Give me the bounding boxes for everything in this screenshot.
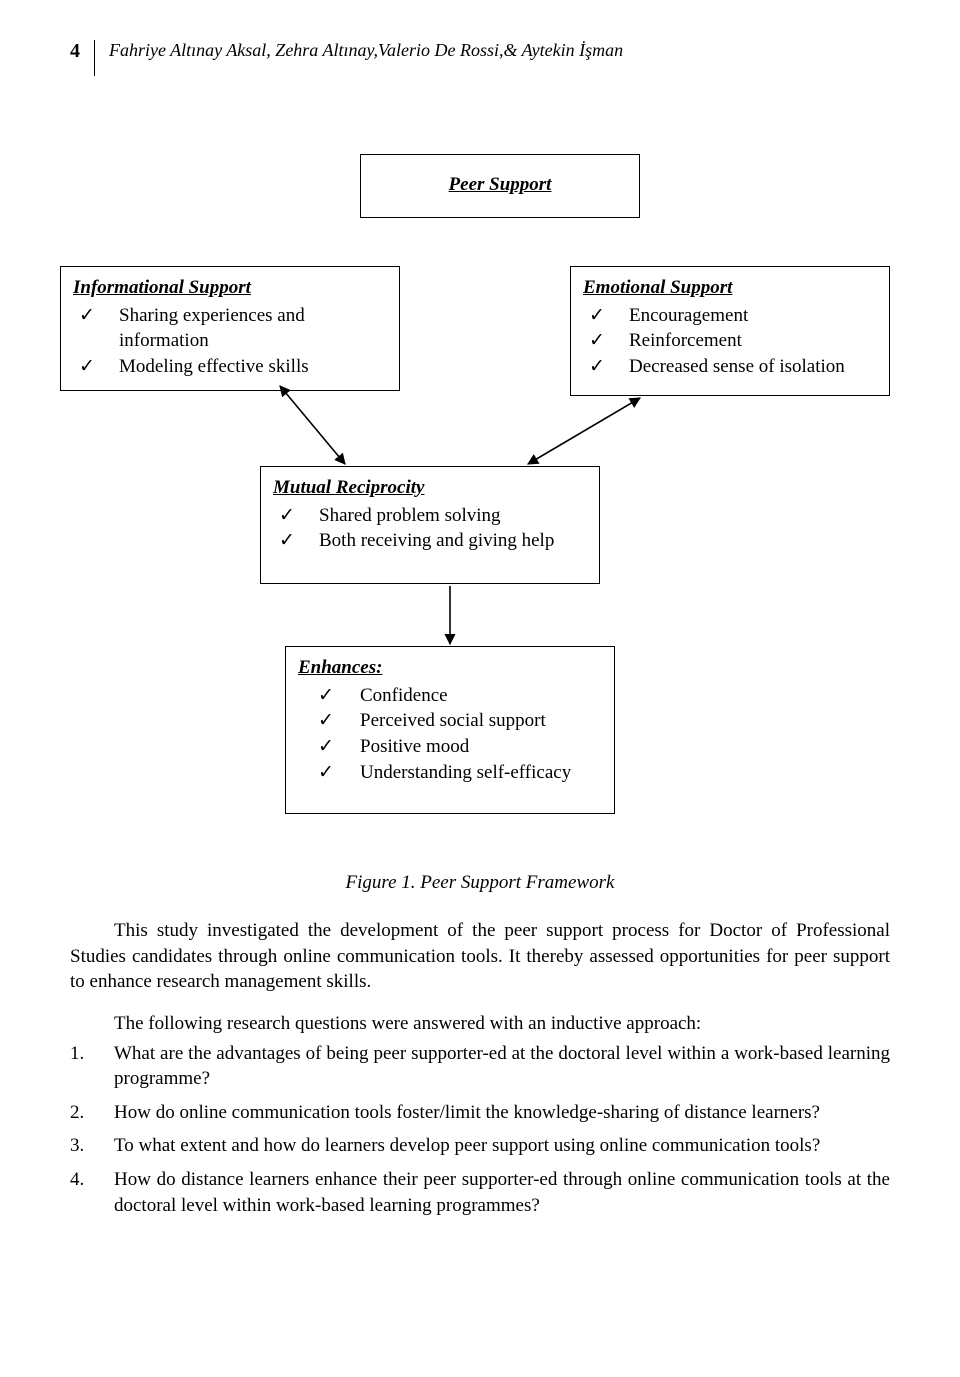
list-item: Modeling effective skills xyxy=(73,354,387,380)
box-title: Informational Support xyxy=(73,277,251,298)
intro-paragraph: This study investigated the development … xyxy=(70,918,890,995)
list-item: Reinforcement xyxy=(583,328,877,354)
box-enhances: Enhances: ConfidencePerceived social sup… xyxy=(285,646,615,814)
box-items: ConfidencePerceived social supportPositi… xyxy=(298,683,602,786)
header-divider xyxy=(94,40,95,76)
list-item: What are the advantages of being peer su… xyxy=(70,1041,890,1092)
box-title: Enhances: xyxy=(298,657,382,678)
box-title: Mutual Reciprocity xyxy=(273,477,424,498)
list-item: How do distance learners enhance their p… xyxy=(70,1167,890,1218)
lead-paragraph: The following research questions were an… xyxy=(70,1011,890,1037)
list-item: Both receiving and giving help xyxy=(273,528,587,554)
box-title: Peer Support xyxy=(449,172,552,198)
box-title: Emotional Support xyxy=(583,277,732,298)
box-items: Shared problem solvingBoth receiving and… xyxy=(273,503,587,554)
box-items: Sharing experiences and informationModel… xyxy=(73,303,387,380)
figure-caption: Figure 1. Peer Support Framework xyxy=(70,872,890,894)
research-questions-list: What are the advantages of being peer su… xyxy=(70,1041,890,1219)
box-mutual-reciprocity: Mutual Reciprocity Shared problem solvin… xyxy=(260,466,600,584)
box-peer-support: Peer Support xyxy=(360,154,640,218)
running-header: 4 Fahriye Altınay Aksal, Zehra Altınay,V… xyxy=(70,40,890,76)
list-item: Sharing experiences and information xyxy=(73,303,387,354)
box-informational-support: Informational Support Sharing experience… xyxy=(60,266,400,391)
page-number: 4 xyxy=(70,40,80,63)
list-item: How do online communication tools foster… xyxy=(70,1100,890,1126)
list-item: Decreased sense of isolation xyxy=(583,354,877,380)
box-emotional-support: Emotional Support EncouragementReinforce… xyxy=(570,266,890,396)
list-item: Shared problem solving xyxy=(273,503,587,529)
list-item: Perceived social support xyxy=(298,708,602,734)
list-item: Encouragement xyxy=(583,303,877,329)
box-items: EncouragementReinforcementDecreased sens… xyxy=(583,303,877,380)
body-text: This study investigated the development … xyxy=(70,918,890,1218)
list-item: Confidence xyxy=(298,683,602,709)
list-item: Positive mood xyxy=(298,734,602,760)
list-item: To what extent and how do learners devel… xyxy=(70,1133,890,1159)
list-item: Understanding self-efficacy xyxy=(298,760,602,786)
running-authors: Fahriye Altınay Aksal, Zehra Altınay,Val… xyxy=(109,40,890,61)
peer-support-diagram: Peer Support Informational Support Shari… xyxy=(70,106,890,866)
